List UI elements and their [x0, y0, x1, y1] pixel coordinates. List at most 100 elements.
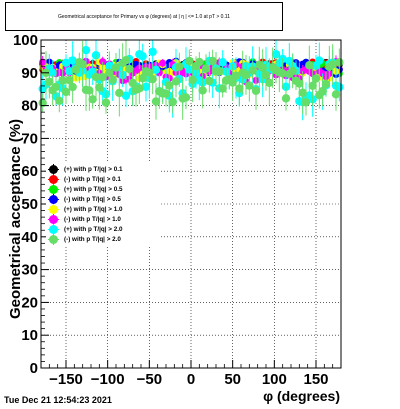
data-point — [288, 66, 297, 76]
y-tick-label: 10 — [21, 327, 38, 344]
data-point — [45, 77, 54, 86]
legend-item: (-) with p T/|q| > 0.1 — [46, 173, 121, 185]
x-tick-label: 150 — [303, 371, 328, 388]
data-point — [231, 71, 241, 80]
data-point — [148, 75, 157, 84]
legend-item: (-) with p T/|q| > 0.5 — [46, 193, 121, 205]
x-axis-label: φ (degrees) — [263, 388, 340, 404]
data-point — [51, 82, 61, 92]
data-point — [261, 70, 271, 80]
data-point — [328, 60, 337, 69]
data-point — [218, 58, 227, 67]
y-tick-label: 90 — [21, 65, 38, 82]
series-7 — [38, 40, 344, 120]
data-point — [135, 84, 144, 93]
data-point — [301, 98, 311, 107]
y-tick-label: 100 — [13, 32, 38, 49]
legend-label: (-) with p T/|q| > 1.0 — [64, 215, 121, 223]
y-tick-label: 70 — [21, 130, 38, 147]
data-point — [98, 72, 107, 82]
legend-marker-icon — [48, 203, 59, 215]
data-point — [88, 95, 97, 104]
legend-label: (+) with p T/|q| > 0.1 — [64, 165, 123, 173]
legend-marker-icon — [48, 163, 59, 175]
data-point — [111, 63, 121, 72]
data-point — [331, 90, 341, 99]
data-point — [198, 86, 207, 95]
data-point — [161, 89, 171, 98]
y-axis-label: Geometrical acceptance (%) — [7, 119, 24, 319]
data-point — [55, 96, 64, 106]
legend-label: (-) with p T/|q| > 2.0 — [64, 235, 121, 243]
data-point — [298, 88, 307, 97]
data-point — [218, 84, 227, 93]
x-tick-label: 100 — [262, 371, 287, 388]
data-point — [159, 59, 167, 67]
legend-marker-icon — [48, 193, 59, 205]
y-tick-label: 80 — [21, 98, 38, 115]
data-point — [108, 75, 117, 84]
data-point — [181, 93, 191, 102]
axis-layer: −150 −100 −50 0 50 100 150 0 10 20 30 40 50 60 70 80 90 1… — [13, 32, 342, 388]
data-point — [121, 91, 131, 100]
y-tick-label: 0 — [30, 360, 38, 377]
data-point — [68, 82, 77, 92]
chart-title: Geometrical acceptance for Primary vs φ … — [5, 2, 283, 31]
data-point — [138, 73, 147, 83]
legend-label: (-) with p T/|q| > 0.5 — [64, 195, 121, 203]
legend-marker-icon — [48, 213, 59, 225]
data-point — [125, 64, 134, 74]
data-point — [151, 65, 161, 74]
legend-marker-icon — [48, 183, 59, 195]
legend-item: (+) with p T/|q| > 2.0 — [46, 223, 122, 235]
x-tick-label: −100 — [91, 371, 125, 388]
data-point — [165, 81, 174, 90]
legend-marker-icon — [48, 233, 59, 245]
data-point — [271, 50, 281, 59]
data-point — [201, 64, 211, 73]
data-point — [241, 70, 251, 80]
data-point — [175, 62, 184, 72]
y-tick-label: 30 — [21, 262, 38, 279]
data-point — [305, 61, 314, 70]
footer-timestamp: Tue Dec 21 12:54:23 2021 — [4, 395, 112, 405]
data-point — [278, 69, 287, 78]
data-point — [168, 97, 177, 107]
data-point — [85, 86, 94, 95]
data-point — [265, 78, 274, 87]
legend-marker-icon — [48, 173, 59, 185]
data-point — [141, 82, 151, 91]
legend-item: (-) with p T/|q| > 2.0 — [46, 233, 121, 245]
data-point — [171, 77, 181, 86]
data-point — [148, 47, 157, 57]
data-point — [95, 83, 104, 92]
legend-item: (+) with p T/|q| > 0.1 — [46, 163, 123, 175]
data-point — [99, 58, 107, 66]
legend-item: (+) with p T/|q| > 1.0 — [46, 203, 122, 215]
data-point — [61, 87, 71, 97]
data-point — [68, 56, 77, 65]
data-point — [81, 45, 91, 55]
data-point — [61, 58, 71, 67]
legend-item: (-) with p T/|q| > 1.0 — [46, 213, 121, 225]
data-point — [248, 66, 257, 75]
data-point — [78, 60, 87, 69]
data-point — [251, 86, 261, 95]
data-point — [245, 81, 254, 90]
data-point — [145, 68, 154, 77]
data-point — [115, 88, 124, 98]
data-point — [208, 56, 217, 66]
data-point — [91, 72, 101, 82]
data-point — [151, 97, 161, 106]
data-point — [295, 79, 304, 88]
data-point — [308, 81, 317, 90]
data-point — [205, 76, 214, 86]
data-point — [195, 57, 204, 67]
data-point — [105, 68, 114, 78]
y-tick-label: 20 — [21, 294, 38, 311]
data-point — [321, 79, 331, 89]
data-point — [128, 78, 137, 88]
data-point — [48, 68, 57, 78]
data-point — [335, 58, 344, 67]
x-tick-label: 50 — [224, 371, 241, 388]
